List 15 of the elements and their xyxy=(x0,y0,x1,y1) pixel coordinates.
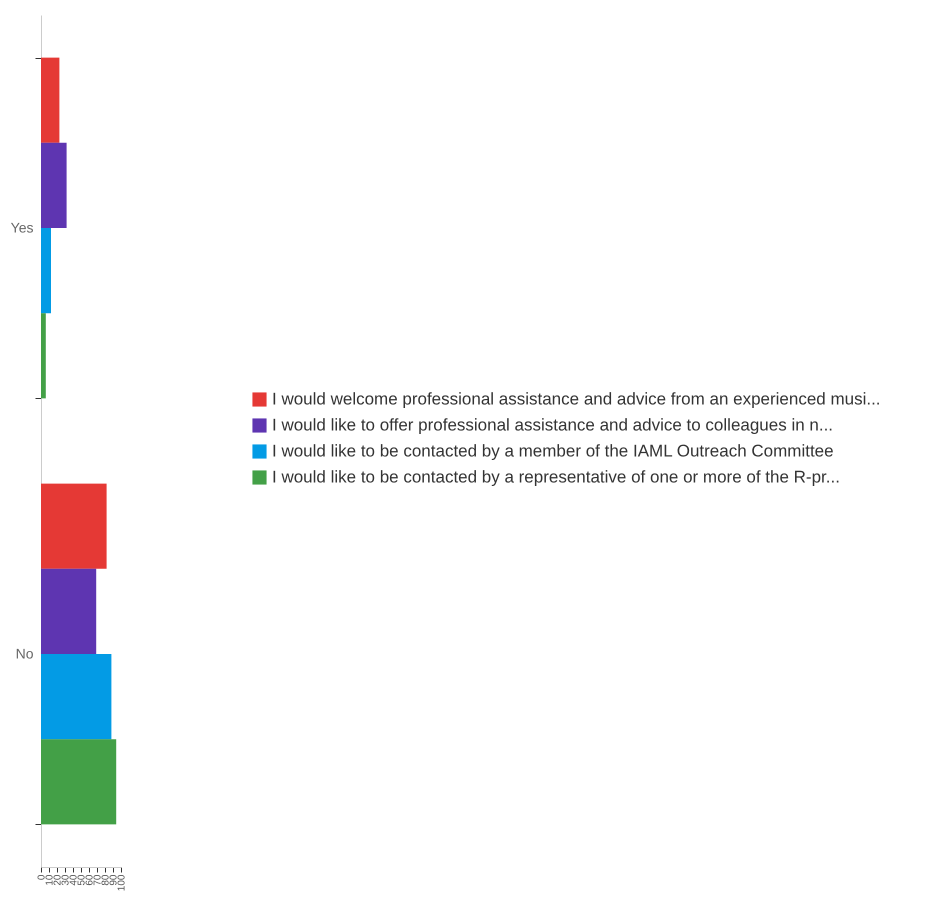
bar xyxy=(41,568,96,654)
x-tick-label: 100 xyxy=(116,874,128,892)
legend-label: I would welcome professional assistance and advice from an experienced musi... xyxy=(272,390,881,408)
bar xyxy=(41,654,112,740)
bar xyxy=(41,142,67,228)
bar xyxy=(41,313,46,398)
bar xyxy=(41,58,60,143)
legend-label: I would like to be contacted by a representative of one or more of the R-pr... xyxy=(272,468,840,486)
y-tick-label: Yes xyxy=(10,220,34,236)
legend-label: I would like to be contacted by a member of the IAML Outreach Committee xyxy=(272,442,834,460)
y-tick-label: No xyxy=(16,646,34,662)
bar xyxy=(41,484,107,569)
bar xyxy=(41,739,116,824)
bar xyxy=(41,228,51,314)
legend-label: I would like to offer professional assistance and advice to colleagues in n... xyxy=(272,416,834,434)
